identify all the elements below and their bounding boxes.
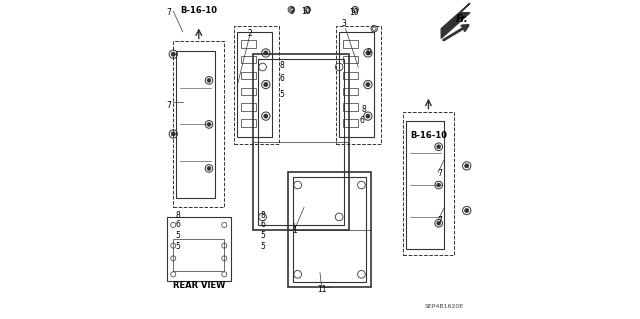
Text: 1: 1 [292, 226, 297, 235]
Bar [339, 32, 374, 137]
Bar [173, 41, 224, 207]
Circle shape [436, 221, 440, 225]
Text: 8: 8 [279, 61, 284, 70]
Bar [241, 88, 257, 95]
Text: 5: 5 [260, 231, 265, 240]
Bar [342, 72, 358, 79]
Bar [241, 40, 257, 48]
Bar [336, 26, 381, 144]
Bar [406, 121, 444, 249]
Bar [342, 40, 358, 48]
Text: 5: 5 [175, 242, 180, 251]
Circle shape [465, 164, 469, 168]
Bar [258, 59, 344, 225]
Bar [173, 239, 224, 271]
Polygon shape [441, 3, 470, 38]
Text: 6: 6 [260, 220, 265, 229]
Text: 9: 9 [366, 48, 371, 57]
Text: B-16-10: B-16-10 [410, 131, 447, 140]
Text: 3: 3 [342, 19, 346, 28]
Bar [342, 88, 358, 95]
Bar [241, 72, 257, 79]
Bar [241, 119, 257, 127]
Text: 11: 11 [317, 285, 326, 294]
Text: 8: 8 [362, 105, 366, 114]
Text: 6: 6 [279, 74, 284, 83]
Circle shape [207, 167, 211, 170]
Text: B-16-10: B-16-10 [180, 6, 218, 15]
Circle shape [171, 52, 175, 56]
Text: SEP4B1620E: SEP4B1620E [425, 304, 464, 309]
Text: 5: 5 [279, 90, 284, 99]
Bar [288, 172, 371, 287]
Text: 6: 6 [175, 220, 180, 229]
Text: 5: 5 [175, 231, 180, 240]
Bar [234, 26, 278, 144]
Bar [342, 119, 358, 127]
Text: 9: 9 [290, 7, 294, 16]
Text: 7: 7 [166, 8, 171, 17]
Bar [241, 103, 257, 111]
Text: 7: 7 [437, 216, 442, 225]
Circle shape [366, 83, 370, 87]
Bar [342, 103, 358, 111]
Text: 7: 7 [437, 169, 442, 178]
Bar [253, 54, 349, 230]
Circle shape [264, 51, 268, 55]
Text: 2: 2 [248, 29, 252, 38]
Bar [237, 32, 272, 137]
Circle shape [171, 132, 175, 136]
Bar [293, 177, 366, 282]
Bar [342, 56, 358, 63]
Circle shape [207, 122, 211, 126]
Circle shape [465, 209, 469, 212]
Circle shape [207, 78, 211, 82]
Circle shape [366, 51, 370, 55]
Circle shape [264, 83, 268, 87]
Circle shape [366, 114, 370, 118]
Circle shape [436, 145, 440, 149]
Bar [403, 112, 454, 255]
Bar [177, 51, 215, 198]
Circle shape [436, 183, 440, 187]
Text: 8: 8 [260, 211, 265, 219]
Text: 10: 10 [349, 8, 359, 17]
Text: 7: 7 [166, 101, 171, 110]
Text: 5: 5 [260, 242, 265, 251]
Text: Fr.: Fr. [456, 14, 468, 24]
Bar [441, 13, 473, 41]
Text: 8: 8 [175, 211, 180, 219]
Circle shape [264, 114, 268, 118]
Text: REAR VIEW: REAR VIEW [173, 281, 225, 290]
Bar [241, 56, 257, 63]
Bar [167, 217, 230, 281]
Text: 6: 6 [359, 116, 364, 125]
Text: 10: 10 [301, 7, 310, 16]
